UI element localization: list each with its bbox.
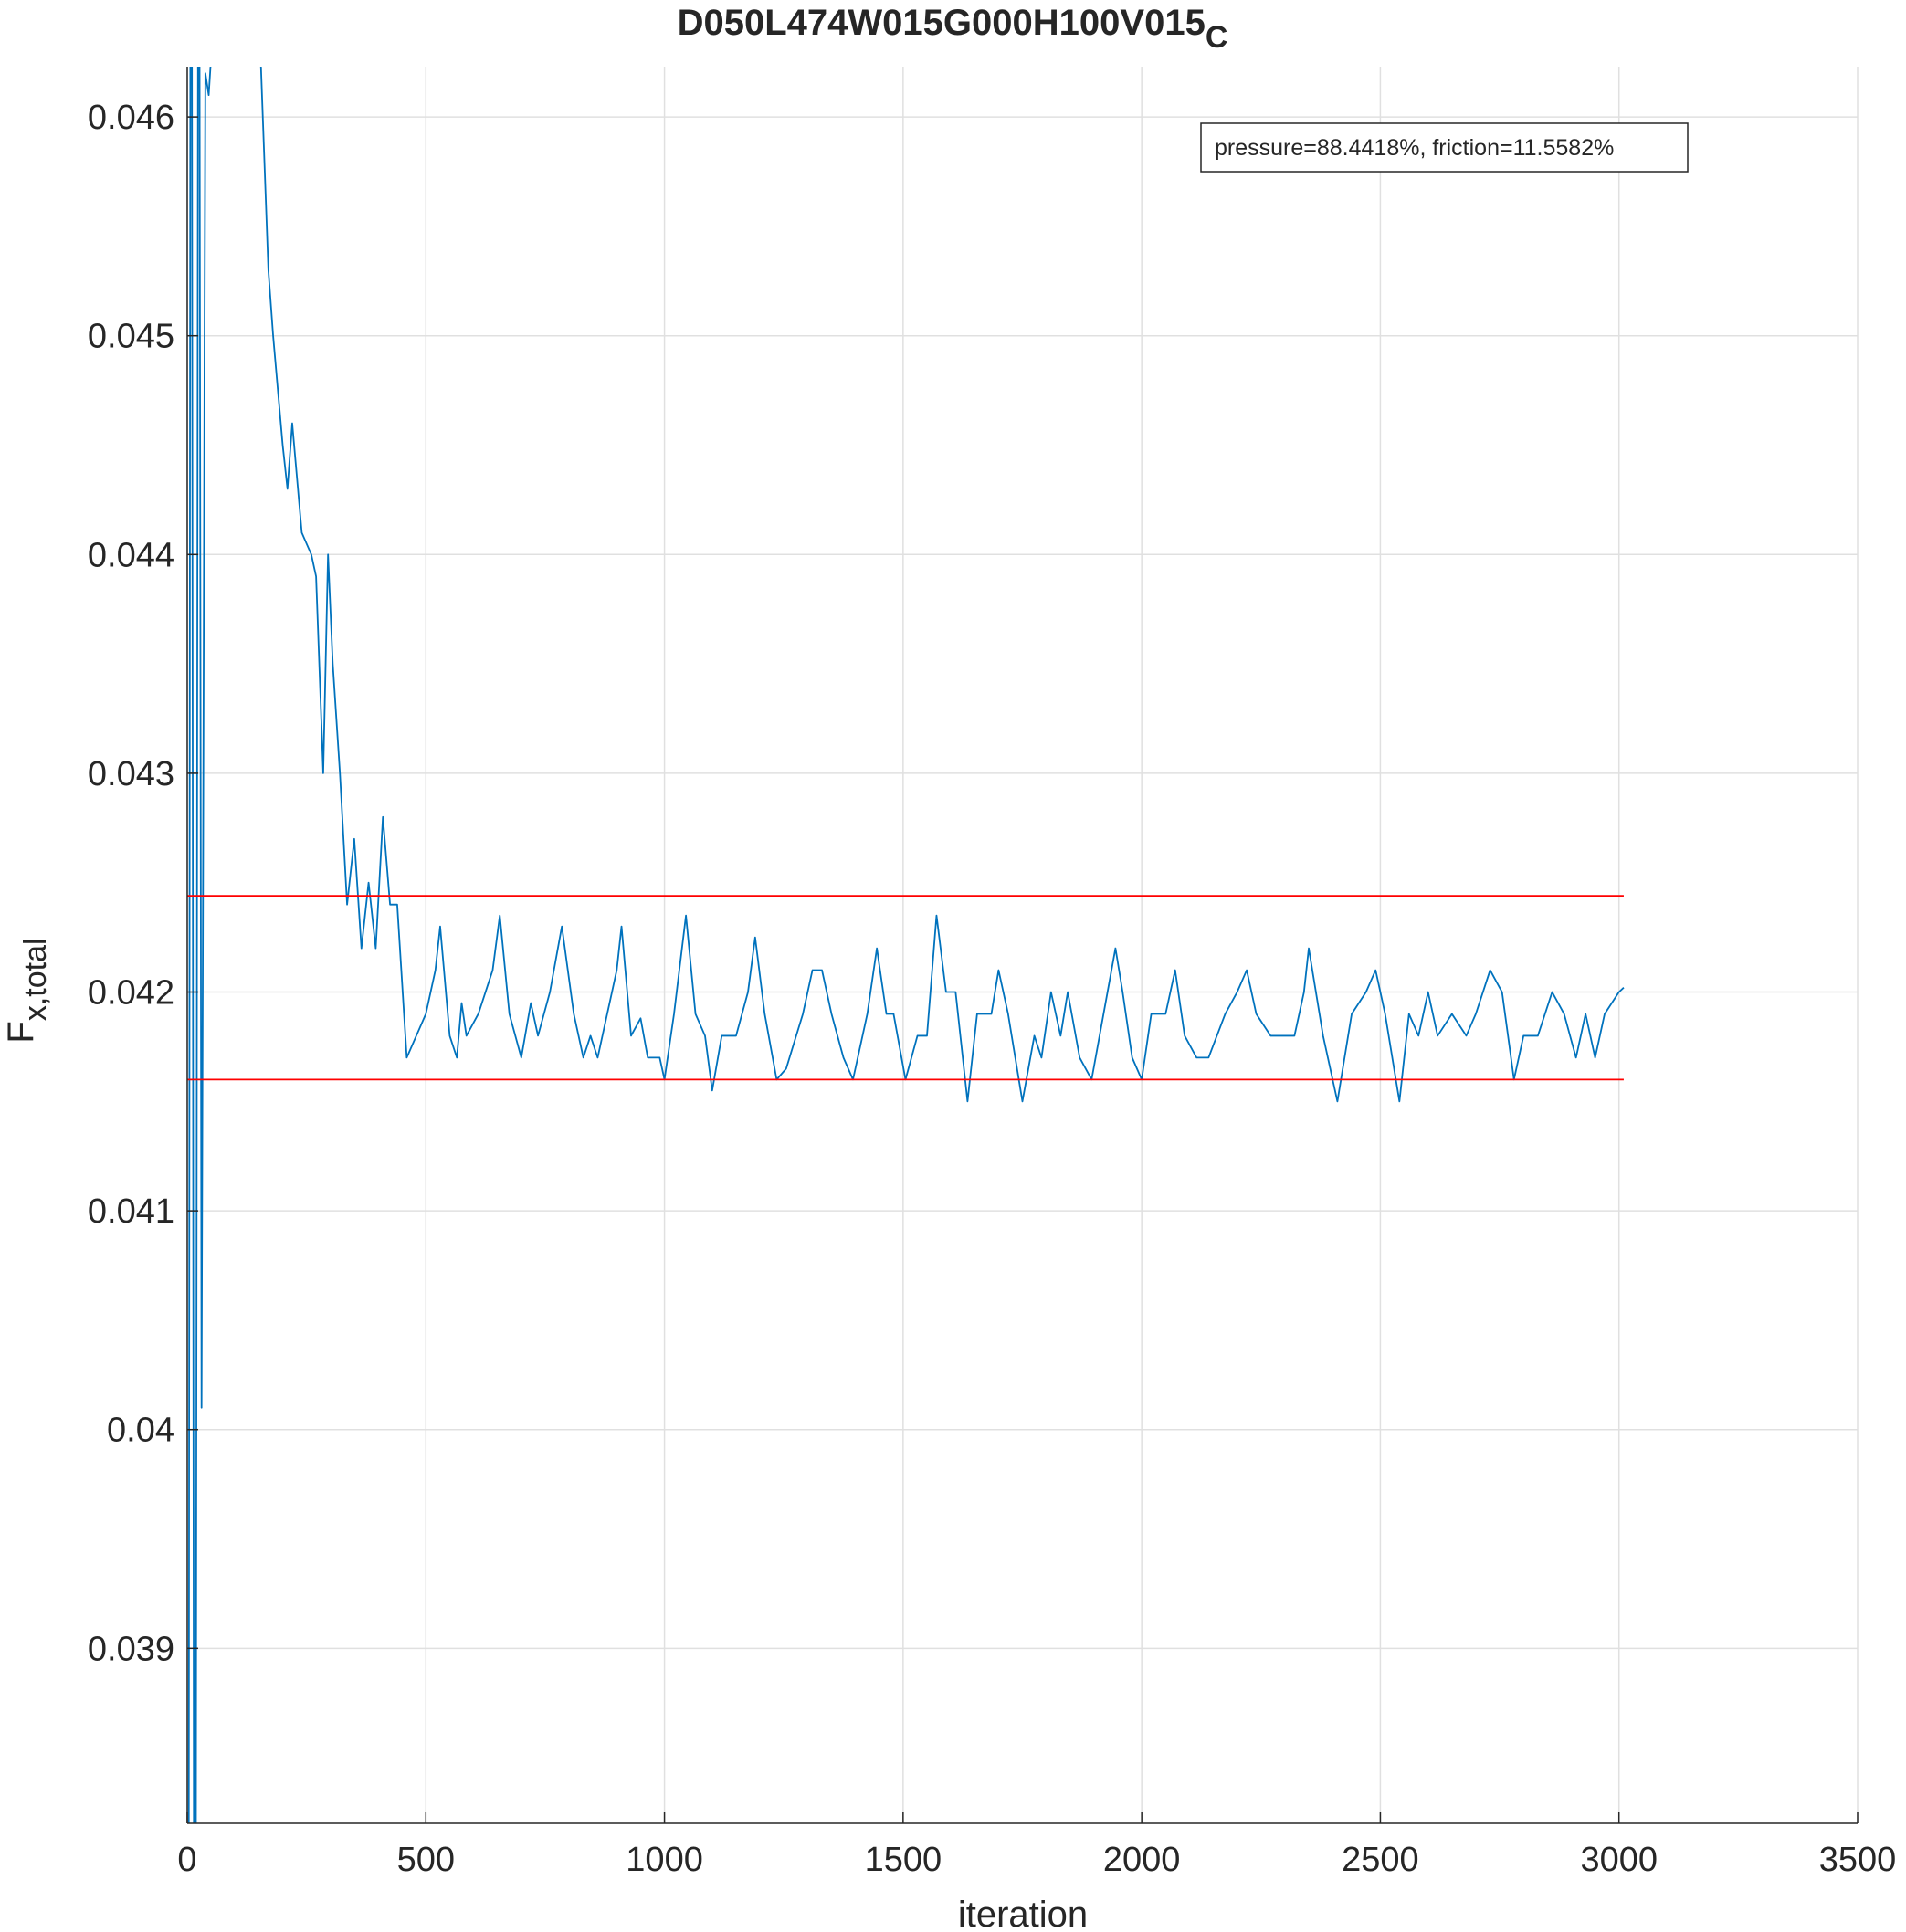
y-label-subscript: x,total — [18, 938, 53, 1021]
title-subscript: C — [1206, 20, 1228, 55]
title-main: D050L474W015G000H100V015 — [678, 3, 1206, 43]
x-tick-label: 1500 — [865, 1841, 942, 1879]
y-tick-label: 0.041 — [88, 1192, 174, 1231]
y-label-main: F — [1, 1021, 41, 1043]
data-line — [187, 67, 1625, 1823]
y-tick-label: 0.039 — [88, 1630, 174, 1668]
x-tick-label: 3000 — [1580, 1841, 1658, 1879]
y-tick-label: 0.045 — [88, 318, 174, 356]
y-tick-label: 0.04 — [107, 1412, 174, 1450]
x-tick-label: 0 — [177, 1841, 196, 1879]
y-tick-label: 0.043 — [88, 755, 174, 793]
x-tick-label: 1000 — [626, 1841, 703, 1879]
y-axis-label: Fx,total — [1, 938, 53, 1043]
y-tick-label: 0.042 — [88, 974, 174, 1013]
y-tick-label: 0.044 — [88, 536, 174, 574]
grid — [186, 67, 1859, 1823]
axes: 0.039 0.04 0.041 0.042 0.043 0.044 0.045 0.046 0… — [88, 67, 1896, 1879]
y-tick-label: 0.046 — [88, 99, 174, 137]
annotation: pressure=88.4418%, friction=11.5582% — [1215, 135, 1614, 161]
x-tick-label: 2000 — [1103, 1841, 1181, 1879]
annotation-box — [1200, 122, 1689, 173]
x-tick-label: 500 — [397, 1841, 455, 1879]
chart-title: D050L474W015G000H100V015C — [678, 3, 1228, 55]
x-tick-label: 2500 — [1342, 1841, 1419, 1879]
x-tick-label: 3500 — [1819, 1841, 1897, 1879]
x-axis-label: iteration — [958, 1895, 1088, 1932]
plot-area — [187, 67, 1625, 1823]
